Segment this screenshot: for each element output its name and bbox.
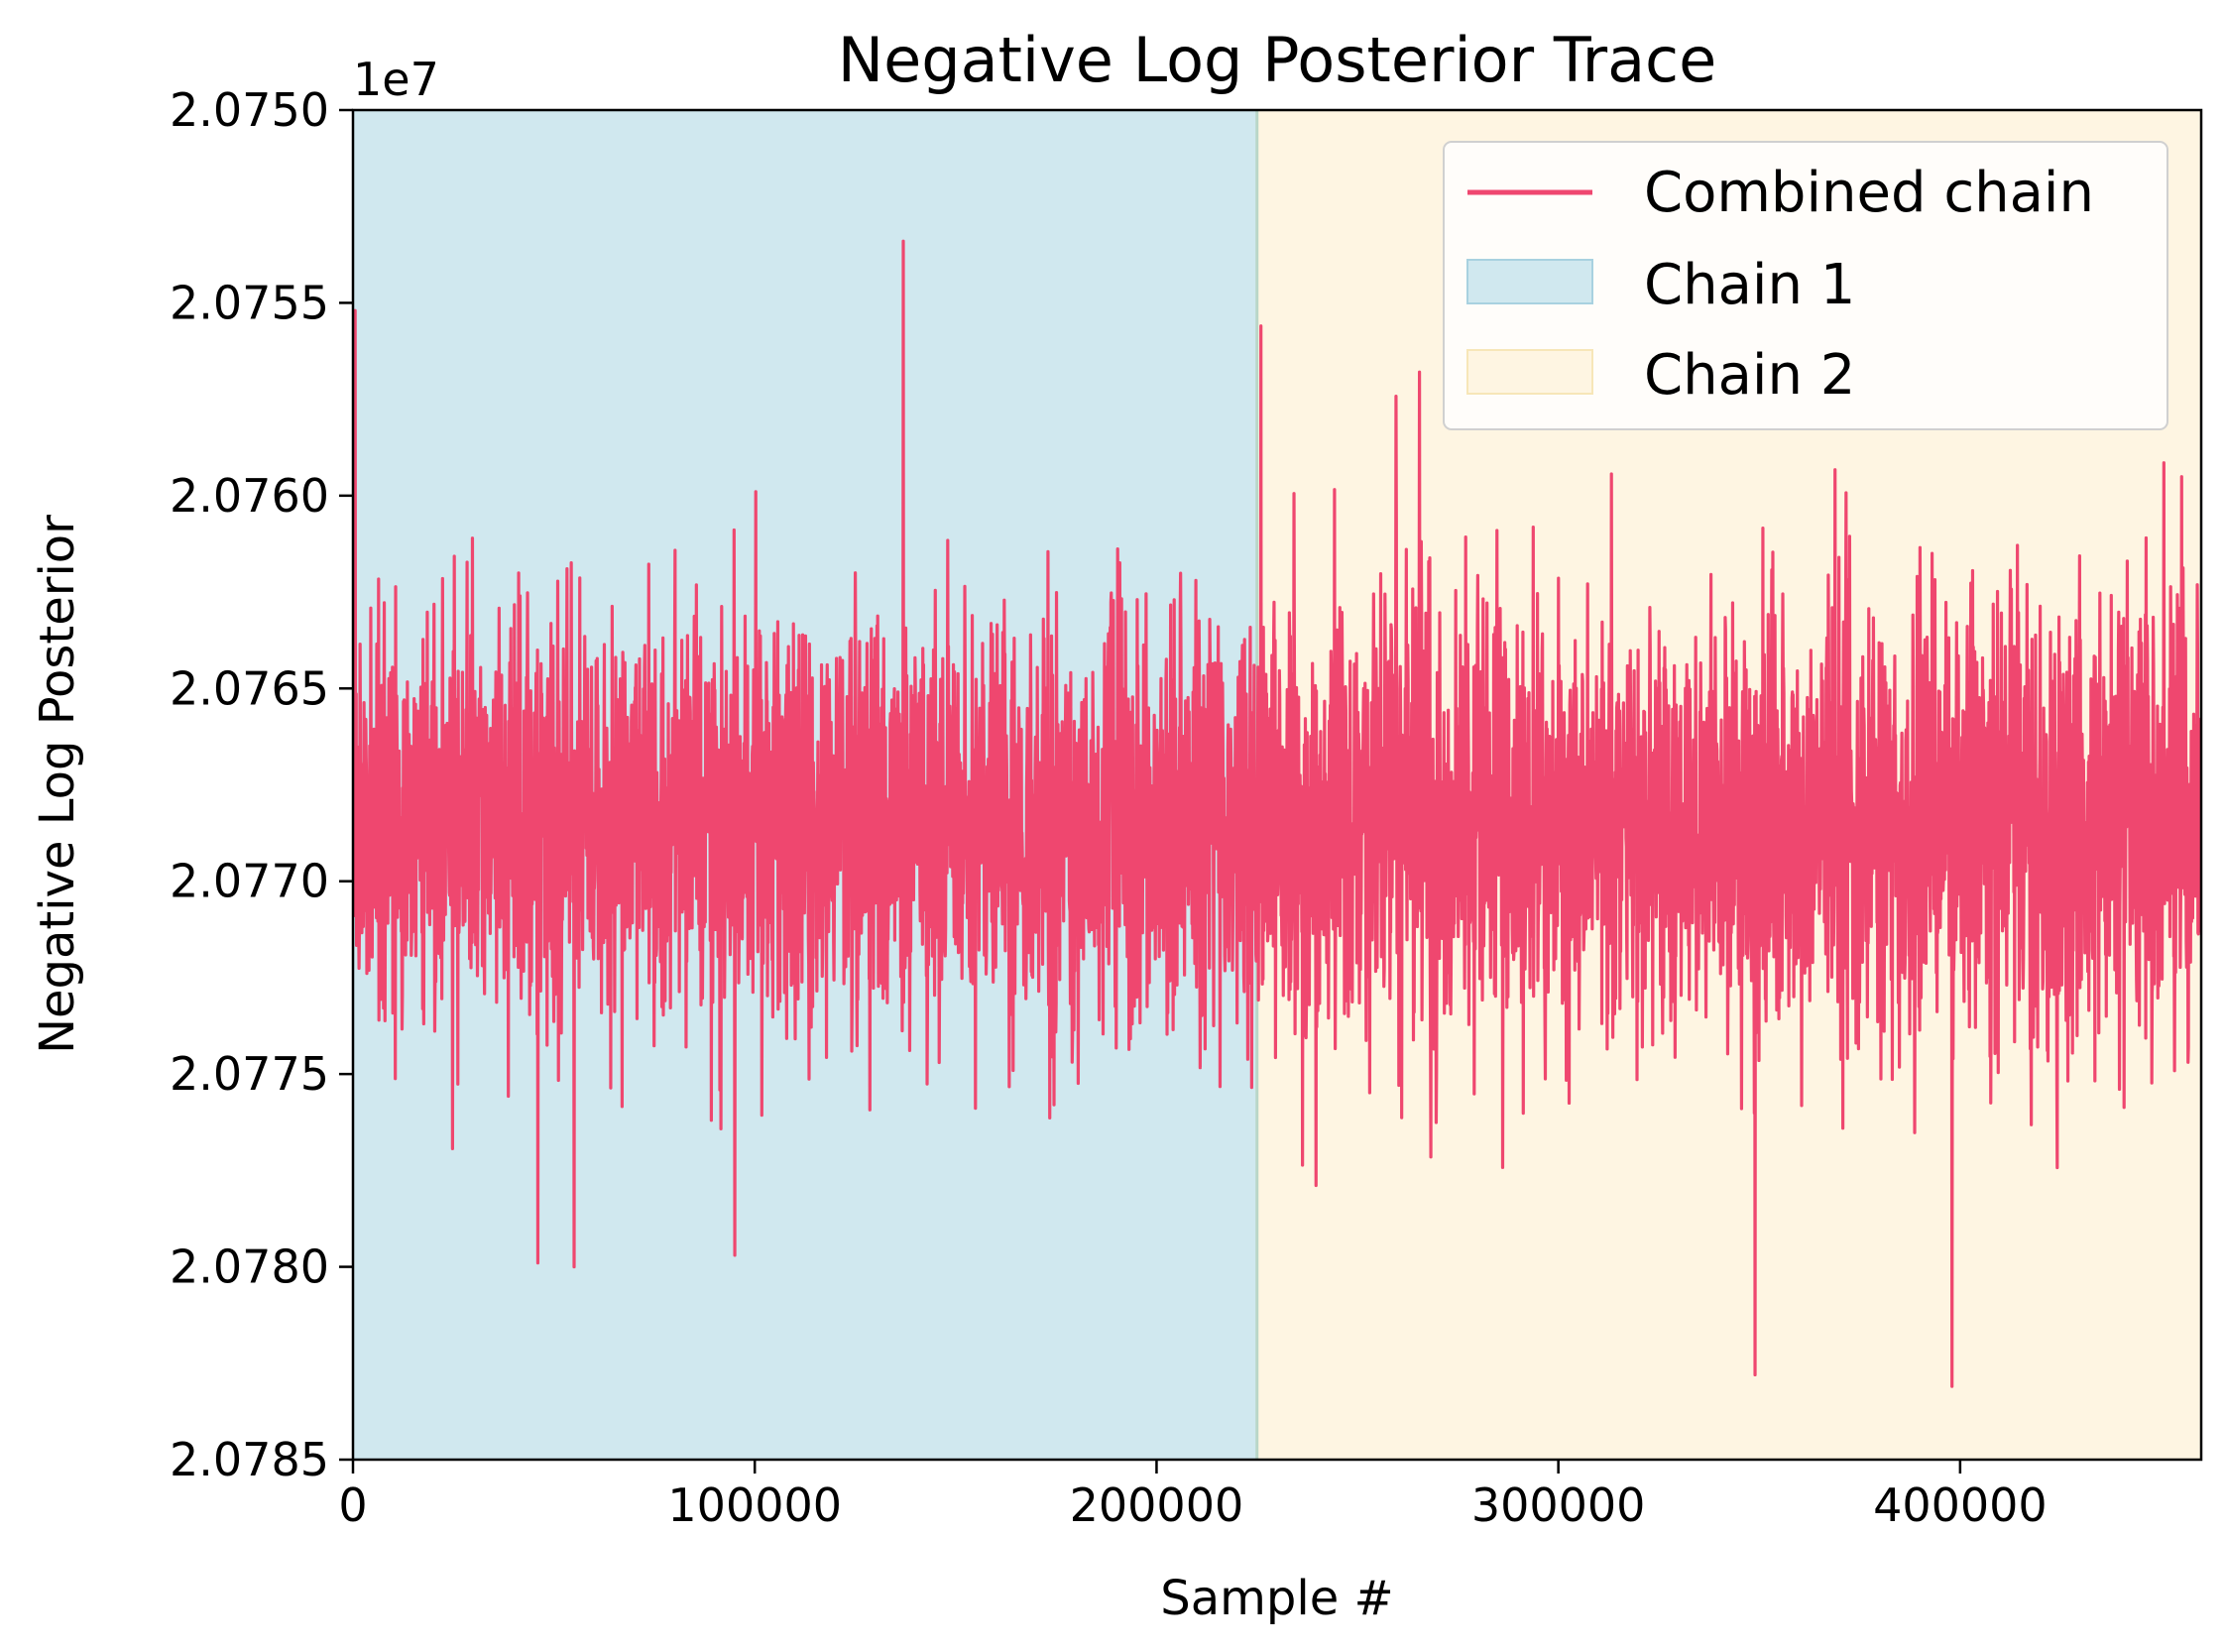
- series-line-combined-chain: [353, 239, 2201, 1388]
- y-tick-label: 2.0750: [170, 83, 329, 137]
- y-tick-label: 2.0760: [170, 469, 329, 523]
- legend-label-combined-chain: Combined chain: [1644, 161, 2094, 225]
- y-tick-label: 2.0785: [170, 1433, 329, 1486]
- x-axis-ticks: 0 100000 200000 300000 400000: [338, 1460, 2048, 1532]
- y-tick-label: 2.0770: [170, 855, 329, 908]
- y-axis-ticks: 2.0750 2.0755 2.0760 2.0765 2.0770 2.0775 2.07…: [170, 83, 353, 1486]
- y-tick-label: 2.0765: [170, 661, 329, 715]
- y-tick-label: 2.0775: [170, 1047, 329, 1101]
- legend-label-chain-1: Chain 1: [1644, 253, 1855, 317]
- y-axis-title: Negative Log Posterior: [30, 515, 85, 1054]
- x-tick-label: 400000: [1873, 1478, 2048, 1532]
- x-axis-title: Sample #: [1160, 1571, 1393, 1626]
- y-tick-label: 2.0780: [170, 1240, 329, 1294]
- x-tick-label: 300000: [1471, 1478, 1646, 1532]
- y-tick-label: 2.0755: [170, 276, 329, 329]
- legend: Combined chain Chain 1 Chain 2: [1443, 141, 2168, 430]
- legend-label-chain-2: Chain 2: [1644, 343, 1855, 408]
- legend-swatch-chain-2: [1466, 349, 1593, 395]
- chart-title: Negative Log Posterior Trace: [838, 24, 1717, 96]
- x-tick-label: 100000: [667, 1478, 842, 1532]
- legend-box: [1443, 141, 2168, 430]
- legend-swatch-chain-1: [1466, 259, 1593, 304]
- x-tick-label: 200000: [1070, 1478, 1244, 1532]
- trace-group: [353, 239, 2201, 1388]
- plot-frame: [351, 108, 2203, 1462]
- x-tick-label: 0: [338, 1478, 367, 1532]
- y-offset-label: 1e7: [353, 53, 439, 106]
